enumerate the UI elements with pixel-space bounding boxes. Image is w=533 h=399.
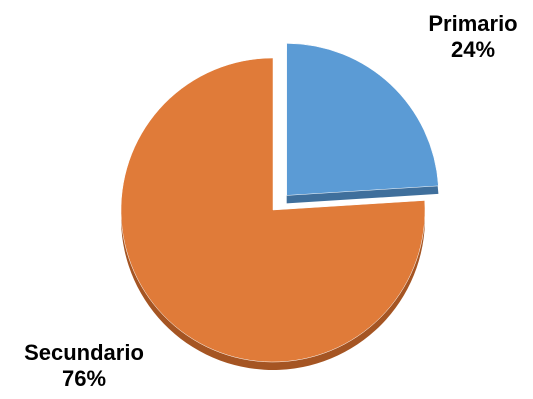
slice-label-primario: Primario 24% <box>418 11 528 63</box>
slice-name-secundario: Secundario <box>24 340 144 365</box>
pie-slice-secundario <box>120 57 426 363</box>
slice-name-primario: Primario <box>428 11 518 36</box>
slice-label-secundario: Secundario 76% <box>4 340 164 392</box>
slice-percent-primario: 24% <box>450 37 496 62</box>
pie-slice-primario <box>286 43 439 196</box>
slice-percent-secundario: 76% <box>61 366 107 391</box>
